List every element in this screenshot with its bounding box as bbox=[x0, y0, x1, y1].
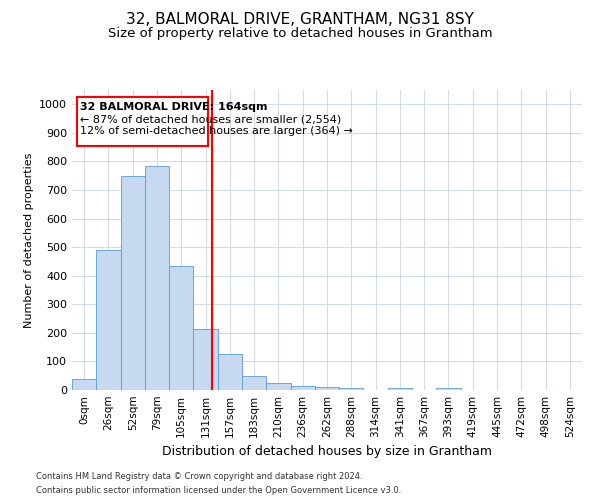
Bar bbox=[96, 250, 121, 390]
Bar bbox=[290, 386, 315, 390]
Bar bbox=[121, 176, 145, 390]
Text: ← 87% of detached houses are smaller (2,554): ← 87% of detached houses are smaller (2,… bbox=[80, 114, 342, 124]
Bar bbox=[266, 383, 290, 390]
Bar bbox=[193, 328, 218, 390]
Bar bbox=[218, 354, 242, 390]
Text: 12% of semi-detached houses are larger (364) →: 12% of semi-detached houses are larger (… bbox=[80, 126, 353, 136]
Text: 32 BALMORAL DRIVE: 164sqm: 32 BALMORAL DRIVE: 164sqm bbox=[80, 102, 268, 113]
Bar bbox=[436, 388, 461, 390]
Bar bbox=[145, 166, 169, 390]
Bar bbox=[339, 388, 364, 390]
Bar bbox=[77, 97, 208, 146]
Text: Contains public sector information licensed under the Open Government Licence v3: Contains public sector information licen… bbox=[36, 486, 401, 495]
Text: Size of property relative to detached houses in Grantham: Size of property relative to detached ho… bbox=[107, 28, 493, 40]
Y-axis label: Number of detached properties: Number of detached properties bbox=[23, 152, 34, 328]
Bar bbox=[242, 376, 266, 390]
X-axis label: Distribution of detached houses by size in Grantham: Distribution of detached houses by size … bbox=[162, 446, 492, 458]
Text: 32, BALMORAL DRIVE, GRANTHAM, NG31 8SY: 32, BALMORAL DRIVE, GRANTHAM, NG31 8SY bbox=[126, 12, 474, 28]
Bar bbox=[169, 266, 193, 390]
Bar bbox=[388, 388, 412, 390]
Bar bbox=[72, 378, 96, 390]
Bar bbox=[315, 387, 339, 390]
Text: Contains HM Land Registry data © Crown copyright and database right 2024.: Contains HM Land Registry data © Crown c… bbox=[36, 472, 362, 481]
